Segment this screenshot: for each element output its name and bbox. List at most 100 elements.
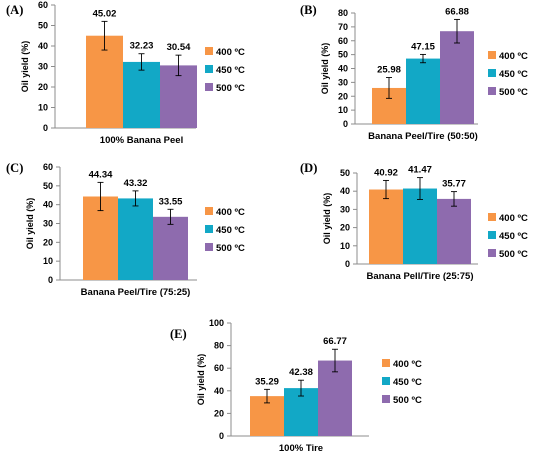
chart-2-y-tick-label: 50 xyxy=(338,50,348,60)
chart-2-legend-label-1: 400 ºC xyxy=(499,51,528,62)
chart-1-bar-1 xyxy=(86,35,123,128)
chart-4-legend-label-2: 450 ºC xyxy=(499,231,528,242)
chart-4-data-label-1: 40.92 xyxy=(374,167,398,178)
chart-5-y-tick-label: 20 xyxy=(214,408,224,418)
chart-2-y-tick-label: 80 xyxy=(338,8,348,18)
chart-5-y-axis-label: Oil yield (%) xyxy=(196,354,206,406)
chart-5-data-label-3: 66.77 xyxy=(323,336,347,347)
chart-4-bar-3 xyxy=(437,198,471,264)
chart-5-legend-swatch-2 xyxy=(382,377,390,385)
chart-3-legend-swatch-3 xyxy=(205,243,213,251)
chart-1-y-axis-label: Oil yield (%) xyxy=(20,41,30,93)
chart-3-y-tick-label: 20 xyxy=(43,237,53,247)
chart-1-y-tick-label: 10 xyxy=(38,103,48,113)
chart-4-y-tick-label: 40 xyxy=(340,186,350,196)
chart-3-data-label-2: 43.32 xyxy=(124,178,148,189)
chart-5-y-tick-label: 40 xyxy=(214,386,224,396)
chart-1-y-tick-label: 30 xyxy=(38,62,48,72)
chart-2-data-label-2: 47.15 xyxy=(411,41,435,52)
chart-2-data-label-1: 25.98 xyxy=(377,65,401,76)
chart-3-y-tick-label: 10 xyxy=(43,256,53,266)
chart-4-x-axis-label: Banana Pell/Tire (25:75) xyxy=(366,271,473,282)
chart-5-legend-swatch-3 xyxy=(382,395,390,403)
chart-2-y-tick-label: 30 xyxy=(338,77,348,87)
chart-1-data-label-2: 32.23 xyxy=(130,41,154,52)
chart-1-bar-2 xyxy=(123,61,160,129)
chart-4-panel-label: (D) xyxy=(300,161,317,175)
chart-2-legend-label-3: 500 ºC xyxy=(499,87,528,98)
chart-2-legend-swatch-2 xyxy=(488,69,496,77)
chart-5-legend-label-1: 400 ºC xyxy=(393,359,422,370)
chart-2-y-tick-label: 40 xyxy=(338,64,348,74)
chart-3-legend-swatch-1 xyxy=(205,207,213,215)
chart-3-legend-label-2: 450 ºC xyxy=(216,225,245,236)
chart-1-panel-label: (A) xyxy=(6,3,23,17)
chart-3-y-tick-label: 50 xyxy=(43,181,53,191)
chart-4-y-axis-label: Oil yield (%) xyxy=(322,193,332,245)
chart-4-y-tick-label: 30 xyxy=(340,204,350,214)
chart-3-y-tick-label: 30 xyxy=(43,219,53,229)
chart-1-x-axis-label: 100% Banana Peel xyxy=(100,135,183,146)
chart-4-legend-swatch-1 xyxy=(488,213,496,221)
chart-4-data-label-3: 35.77 xyxy=(442,179,466,190)
chart-3-data-label-1: 44.34 xyxy=(89,169,113,180)
chart-3-data-label-3: 33.55 xyxy=(159,196,183,207)
chart-3-legend-label-3: 500 ºC xyxy=(216,243,245,254)
chart-4-data-label-2: 41.47 xyxy=(408,165,432,176)
chart-2-panel-label: (B) xyxy=(300,3,317,17)
chart-5-bar-3 xyxy=(318,360,352,436)
chart-3-legend-label-1: 400 ºC xyxy=(216,207,245,218)
chart-1-y-tick-label: 20 xyxy=(38,82,48,92)
chart-4-legend-swatch-3 xyxy=(488,249,496,257)
chart-1-y-tick-label: 50 xyxy=(38,21,48,31)
chart-1-legend-swatch-2 xyxy=(205,65,213,73)
chart-4-legend-label-1: 400 ºC xyxy=(499,213,528,224)
chart-4-y-tick-label: 50 xyxy=(340,168,350,178)
chart-5-legend-label-2: 450 ºC xyxy=(393,377,422,388)
chart-1-data-label-3: 30.54 xyxy=(167,42,191,53)
chart-4-legend-swatch-2 xyxy=(488,231,496,239)
chart-2-y-tick-label: 0 xyxy=(343,119,348,129)
chart-1-y-tick-label: 60 xyxy=(38,0,48,10)
chart-1-legend-swatch-3 xyxy=(205,83,213,91)
chart-4-legend-label-3: 500 ºC xyxy=(499,249,528,260)
chart-2-legend-swatch-1 xyxy=(488,51,496,59)
chart-3-legend-swatch-2 xyxy=(205,225,213,233)
chart-5-data-label-2: 42.38 xyxy=(289,367,313,378)
chart-3-y-tick-label: 40 xyxy=(43,200,53,210)
chart-4-y-tick-label: 10 xyxy=(340,241,350,251)
chart-5-y-tick-label: 60 xyxy=(214,363,224,373)
chart-5-y-tick-label: 100 xyxy=(209,318,224,328)
chart-1-data-label-1: 45.02 xyxy=(93,8,117,19)
chart-1-y-tick-label: 40 xyxy=(38,41,48,51)
chart-3-bar-2 xyxy=(118,198,153,280)
chart-3-y-tick-label: 60 xyxy=(43,162,53,172)
chart-3-y-axis-label: Oil yield (%) xyxy=(25,198,35,250)
chart-2-y-tick-label: 20 xyxy=(338,91,348,101)
chart-1-legend-label-1: 400 ºC xyxy=(216,47,245,58)
chart-4-bar-1 xyxy=(369,189,403,264)
chart-2-y-tick-label: 60 xyxy=(338,36,348,46)
chart-2-y-tick-label: 10 xyxy=(338,105,348,115)
chart-1-legend-swatch-1 xyxy=(205,47,213,55)
chart-1-y-tick-label: 0 xyxy=(43,123,48,133)
chart-4-bar-2 xyxy=(403,188,437,264)
chart-2-legend-swatch-3 xyxy=(488,87,496,95)
chart-2-data-label-3: 66.88 xyxy=(445,6,469,17)
chart-3-x-axis-label: Banana Peel/Tire (75:25) xyxy=(81,287,191,298)
chart-5-y-tick-label: 80 xyxy=(214,341,224,351)
chart-1-legend-label-3: 500 ºC xyxy=(216,83,245,94)
chart-1-legend-label-2: 450 ºC xyxy=(216,65,245,76)
chart-2-bar-3 xyxy=(440,31,474,124)
chart-2-y-axis-label: Oil yield (%) xyxy=(320,43,330,95)
chart-4-y-tick-label: 20 xyxy=(340,223,350,233)
chart-5-legend-label-3: 500 ºC xyxy=(393,395,422,406)
chart-2-legend-label-2: 450 ºC xyxy=(499,69,528,80)
chart-2-bar-2 xyxy=(406,58,440,124)
chart-2-y-tick-label: 70 xyxy=(338,22,348,32)
chart-5-y-tick-label: 0 xyxy=(219,431,224,441)
chart-3-y-tick-label: 0 xyxy=(48,275,53,285)
chart-5-data-label-1: 35.29 xyxy=(255,376,279,387)
chart-4-y-tick-label: 0 xyxy=(345,259,350,269)
